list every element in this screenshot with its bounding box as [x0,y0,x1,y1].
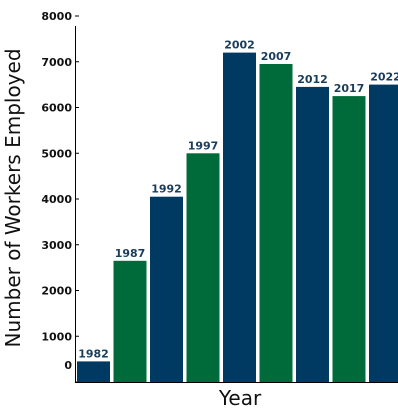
bar-labels: 1982 1987 1992 1997 2002 2007 2012 2017 2022 [78,39,398,361]
y-tick-label: 8000 [41,10,72,23]
bar-label-1987: 1987 [115,247,146,260]
bar-2002 [223,52,256,382]
y-axis-title: Number of Workers Employed [1,48,25,347]
bar-1992 [150,196,183,382]
bar-1997 [186,153,220,383]
y-tick-label: 6000 [41,102,72,115]
bar-label-1997: 1997 [188,139,219,152]
bar-label-2007: 2007 [261,50,292,63]
bar-label-1982: 1982 [78,347,109,360]
bar-label-2017: 2017 [334,82,365,95]
bar-label-1992: 1992 [151,183,182,196]
y-tick-label: 5000 [41,147,72,160]
y-tick-label: 1000 [41,330,72,343]
bar-2012 [296,86,329,383]
y-tick-label: 4000 [41,193,72,206]
bar-2007 [259,64,293,382]
y-tick-label: 0 [64,359,72,372]
y-tick-label: 2000 [41,285,72,298]
bars [77,52,398,383]
x-axis-title: Year [218,386,262,410]
bar-2022 [369,84,398,382]
bar-label-2012: 2012 [297,73,328,86]
bar-2017 [332,96,366,382]
y-tick-label: 7000 [41,56,72,69]
y-axis-ticks: 0 1000 2000 3000 4000 5000 6000 7000 8000 [41,10,79,383]
y-tick-label: 3000 [41,239,72,252]
bar-1987 [113,260,147,382]
bar-label-2002: 2002 [224,39,255,52]
bar-label-2022: 2022 [370,71,398,84]
bar-1982 [77,361,110,382]
